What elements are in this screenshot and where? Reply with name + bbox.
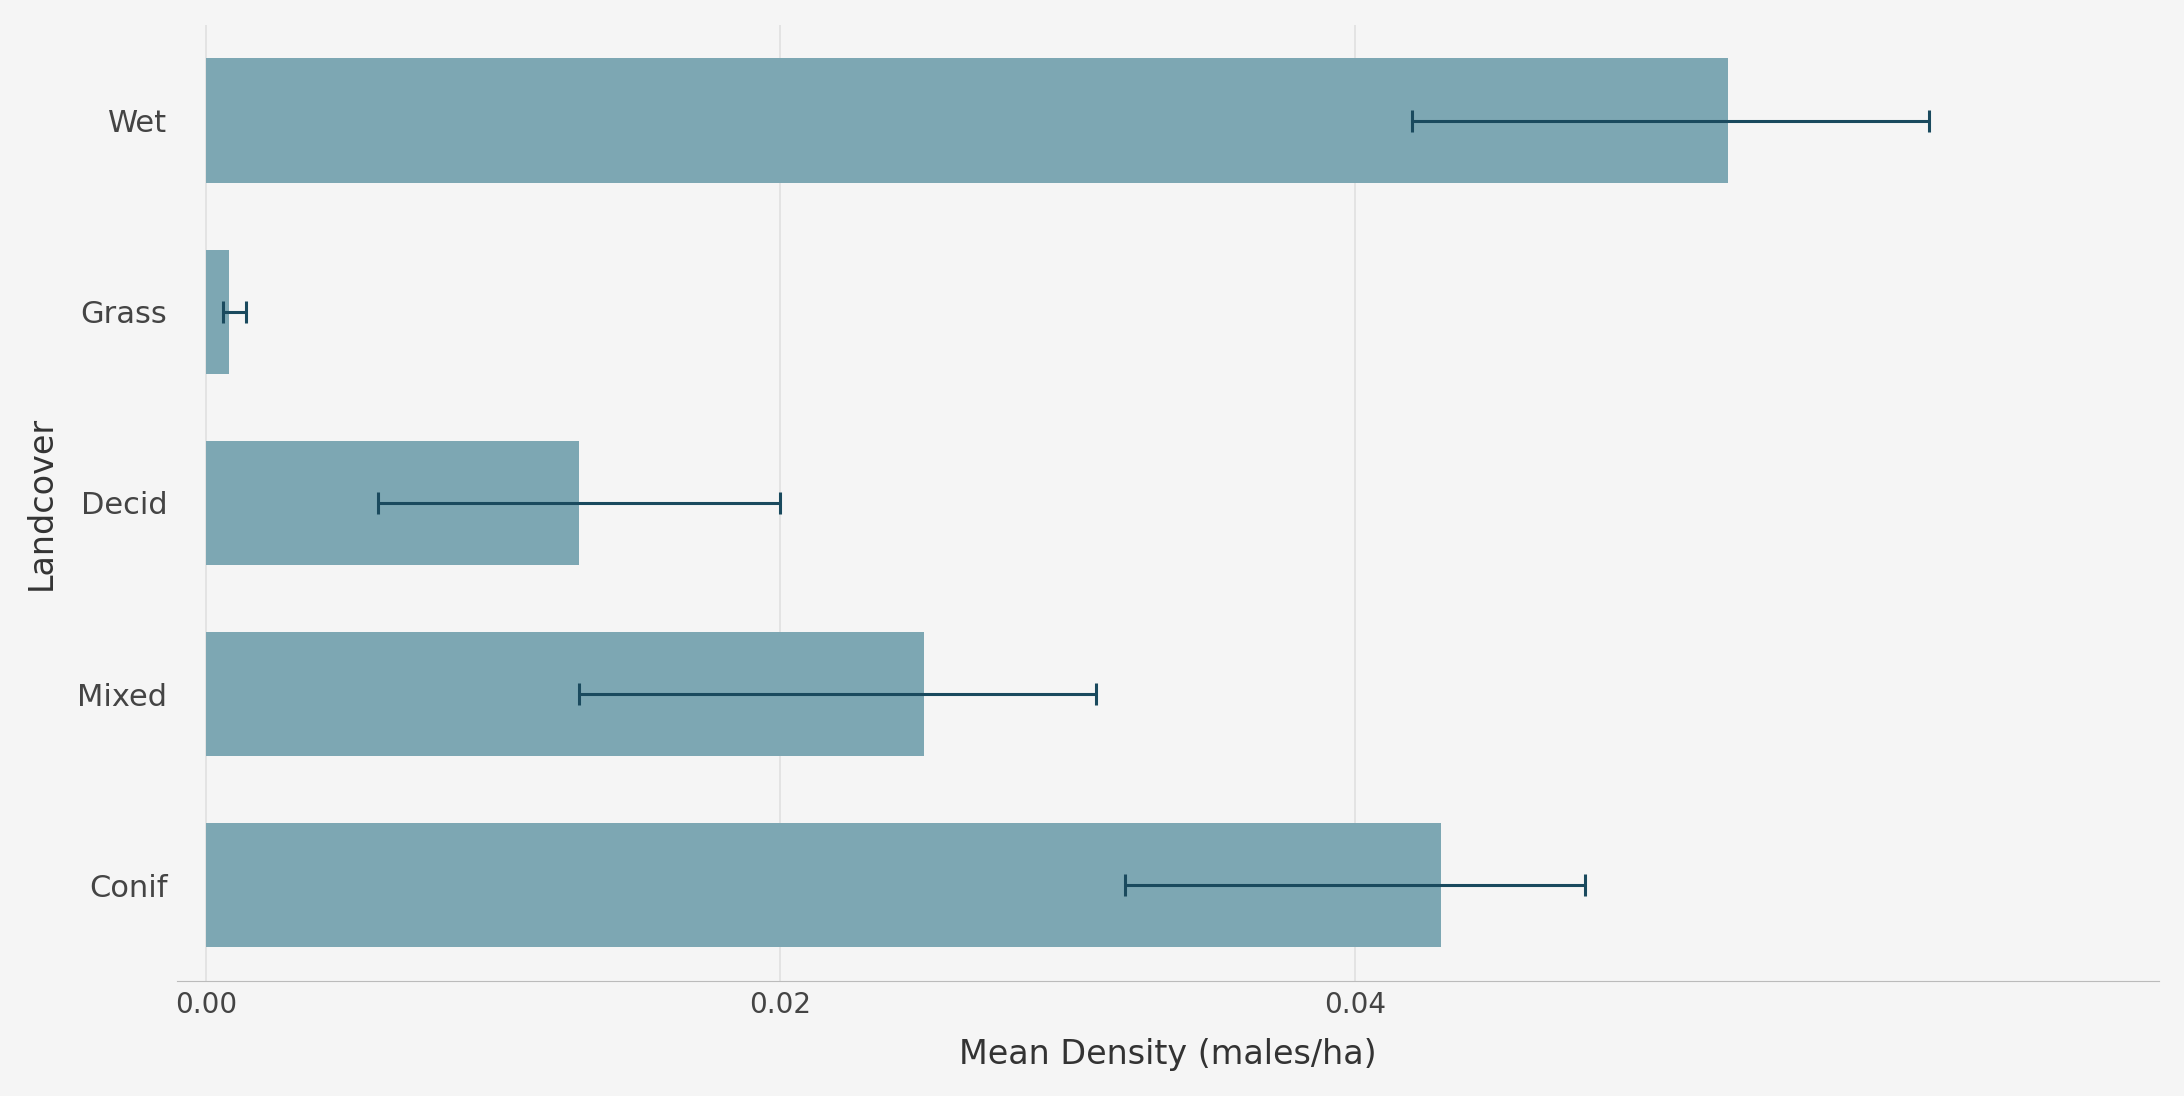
Bar — [205, 823, 1441, 947]
X-axis label: Mean Density (males/ha): Mean Density (males/ha) — [959, 1038, 1376, 1071]
Bar — [205, 632, 924, 756]
Y-axis label: Landcover: Landcover — [24, 415, 59, 590]
Bar — [205, 250, 229, 374]
Bar — [205, 441, 579, 566]
Bar — [205, 58, 1728, 183]
